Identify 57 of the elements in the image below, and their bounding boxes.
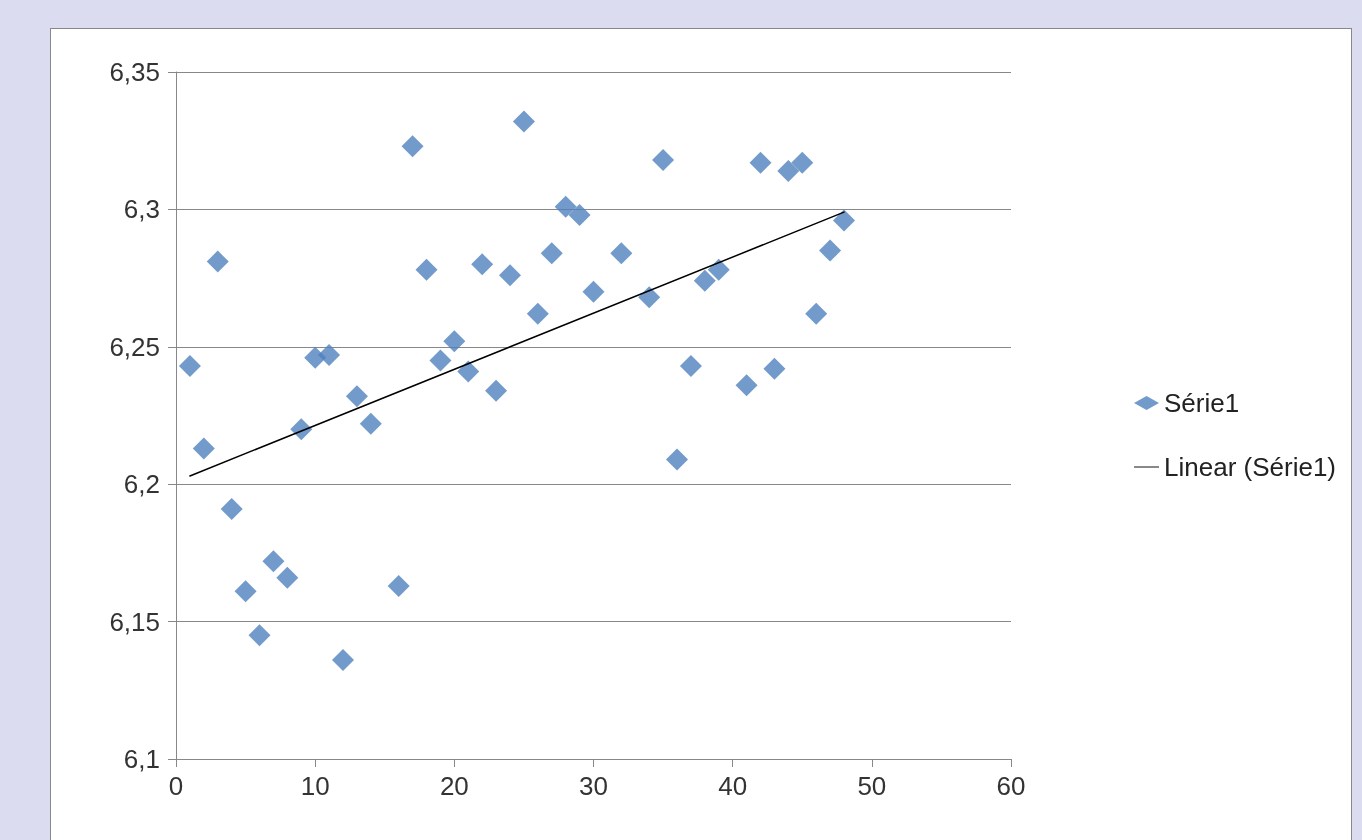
point <box>749 151 772 174</box>
x-tick-label: 20 <box>439 771 469 801</box>
point <box>262 550 285 573</box>
point <box>429 349 452 372</box>
y-tick-label: 6,25 <box>109 331 160 362</box>
point <box>359 412 382 435</box>
point <box>763 357 786 380</box>
point <box>582 280 605 303</box>
point <box>401 135 424 158</box>
point <box>777 159 800 182</box>
point <box>512 110 535 133</box>
point <box>791 151 814 174</box>
point <box>318 344 341 367</box>
point <box>735 374 758 397</box>
point <box>554 195 577 218</box>
y-tick-label: 6,1 <box>123 744 160 774</box>
point <box>568 203 591 226</box>
point <box>819 239 842 262</box>
y-tick-label: 6,3 <box>123 194 160 225</box>
point <box>248 624 271 647</box>
point <box>192 437 215 460</box>
point <box>540 242 563 265</box>
y-tick-label: 6,15 <box>109 606 160 637</box>
point <box>652 148 675 171</box>
point <box>415 258 438 281</box>
point <box>499 264 521 287</box>
point <box>679 355 702 378</box>
point <box>471 253 494 276</box>
point <box>332 649 354 672</box>
point <box>526 302 549 325</box>
legend-label: Série1 <box>1164 388 1240 418</box>
x-tick-label: 60 <box>996 771 1026 801</box>
point <box>206 250 229 273</box>
x-tick-label: 40 <box>718 771 748 801</box>
point <box>638 286 661 309</box>
x-tick-label: 0 <box>168 771 184 801</box>
x-tick-label: 50 <box>857 771 887 801</box>
point <box>443 330 466 353</box>
x-tick-label: 30 <box>579 771 608 801</box>
point <box>485 379 508 402</box>
point <box>276 566 299 589</box>
point <box>610 242 633 265</box>
point <box>220 497 243 520</box>
y-tick-label: 6,35 <box>109 57 160 87</box>
x-tick-label: 10 <box>300 771 330 801</box>
point <box>833 209 855 232</box>
y-tick-label: 6,2 <box>123 469 160 500</box>
point <box>387 574 410 597</box>
point <box>178 355 201 378</box>
legend-label: Linear (Série1) <box>1164 452 1337 482</box>
point <box>666 448 688 471</box>
point <box>234 580 257 603</box>
point <box>805 302 828 325</box>
point <box>693 269 716 292</box>
point <box>345 385 368 408</box>
point <box>457 360 480 383</box>
point <box>707 258 730 281</box>
